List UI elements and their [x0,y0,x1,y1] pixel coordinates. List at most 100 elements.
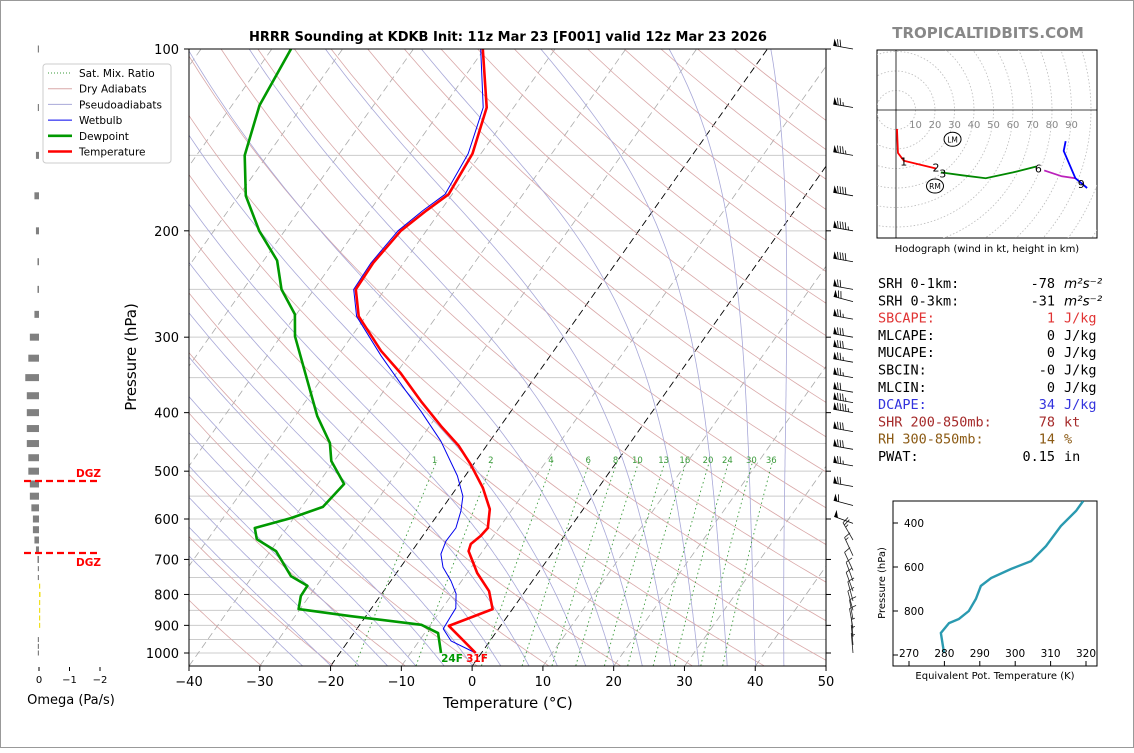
mixing-ratio-label: 16 [679,456,690,466]
barb-pennant [833,309,837,317]
omega-bar [38,651,39,656]
barb-full [840,422,841,429]
barb-full [837,327,838,334]
barb-full [840,440,841,447]
omega-bar [34,536,39,543]
barb-full [837,186,838,193]
barb-full [843,423,844,430]
omega-bar [39,608,40,613]
barb-staff [845,538,853,556]
hodograph-height-label: 9 [1078,178,1085,191]
barb-full [837,98,838,105]
omega-bar [37,258,39,265]
wind-barb [834,510,853,523]
barb-pennant [834,510,838,518]
hodograph-caption: Hodograph (wind in kt, height in km) [895,244,1080,255]
omega-bar [37,286,39,293]
barb-full [843,146,844,153]
mixing-ratio-label: 36 [766,456,777,466]
theta-e-x-tick-label: 270 [899,648,919,660]
barb-full [840,456,841,463]
barb-pennant [833,185,837,193]
barb-full [845,187,846,194]
barb-pennant [833,382,837,390]
barb-full [837,280,838,287]
y-tick-label: 1000 [146,647,179,662]
omega-bar [28,355,39,362]
wind-barb [845,533,853,556]
barb-full [837,403,838,410]
barb-staff [833,286,853,289]
barb-full [845,533,850,538]
barb-full [840,383,841,390]
dry-adiabat [185,49,908,666]
hodograph-height-label: 6 [1035,163,1042,176]
barb-full [845,222,846,229]
barb-full [837,39,838,46]
barb-full [837,146,838,153]
barb-pennant [833,279,837,287]
x-axis-label: Temperature (°C) [442,694,572,712]
stat-unit: J/kg [1064,345,1097,361]
omega-bar [27,425,39,432]
pseudoadiabat [541,49,727,666]
legend-label: Sat. Mix. Ratio [79,68,155,80]
barb-full [840,252,841,259]
stat-unit: J/kg [1064,380,1097,396]
stat-value: 0 [1047,328,1055,344]
stat-label: PWAT: [878,449,919,465]
legend-label: Temperature [78,147,146,159]
omega-bar [39,592,41,597]
pseudoadiabat [188,49,614,666]
legend-label: Dry Adiabats [79,84,147,96]
barb-full [840,280,841,287]
x-tick-label: 30 [676,675,693,690]
wind-barb [833,279,853,289]
legend-label: Dewpoint [79,131,129,143]
barb-full [837,439,838,446]
mixing-ratio-line [723,461,773,666]
barb-half [846,538,849,540]
barb-full [840,146,841,153]
barb-pennant [833,367,837,375]
wind-barb [833,382,853,392]
x-tick-label: −40 [175,675,202,690]
mixing-ratio-label: 1 [432,456,437,466]
barb-full [840,341,841,348]
barb-full [840,353,841,360]
hodograph-frame [877,50,1097,238]
omega-bar [27,440,39,447]
barb-pennant [833,39,837,47]
pseudoadiabat [669,49,755,666]
theta-e-x-tick-label: 300 [1005,648,1025,660]
x-tick-label: 50 [818,675,835,690]
mixing-ratio-label: 24 [722,456,733,466]
wind-barb [833,145,853,155]
omega-bar [36,152,39,159]
surface-dewpoint-label: 24F [441,653,463,665]
barb-pennant [833,251,837,259]
stat-value: 14 [1039,432,1055,448]
theta-e-x-tick-label: 310 [1041,648,1061,660]
y-tick-label: 900 [154,619,179,634]
mixing-ratio-label: 8 [613,456,618,466]
wind-barb [834,494,853,506]
x-tick-label: 0 [468,675,476,690]
omega-bar [25,374,39,381]
stat-label: MLCAPE: [878,328,935,344]
omega-tick-label: −2 [93,675,108,686]
wind-barb [833,340,853,350]
barb-full [837,393,838,400]
barb-pennant [834,494,838,502]
omega-bar [38,104,39,111]
barb-pennant [833,402,837,410]
omega-bar [39,623,40,628]
